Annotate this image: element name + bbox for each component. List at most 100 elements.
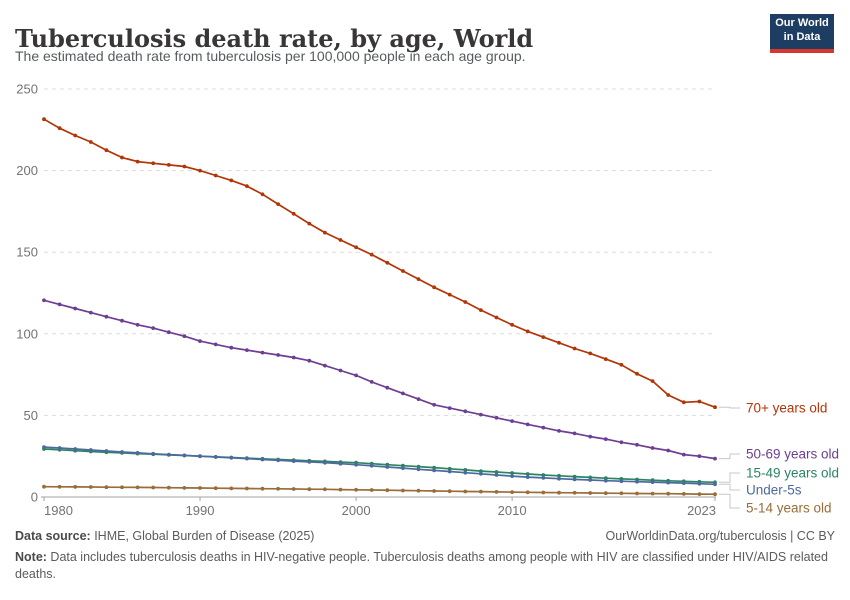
data-point (57, 484, 62, 489)
data-point (307, 460, 312, 464)
series-70-years-old: 70+ years old (42, 117, 827, 416)
data-point (572, 431, 577, 436)
data-point (260, 486, 265, 491)
data-point (416, 397, 421, 401)
data-point (697, 492, 702, 496)
data-point (323, 363, 327, 368)
data-point (323, 487, 327, 492)
data-point (166, 485, 171, 490)
x-axis: 1980 1990 2000 2010 2023 (41, 496, 716, 518)
data-point (525, 472, 530, 476)
x-tick-label-2010: 2010 (498, 503, 527, 518)
data-point (635, 442, 639, 447)
data-point (42, 298, 46, 303)
data-point (198, 454, 202, 459)
data-point (557, 476, 561, 481)
data-point (510, 322, 514, 327)
data-point (510, 474, 514, 478)
data-point (557, 340, 561, 345)
data-point (182, 334, 187, 339)
data-point (57, 126, 62, 131)
series-under-5s: Under-5s (42, 445, 802, 498)
data-point (276, 458, 280, 463)
y-gridlines: 0 50 100 150 200 250 (16, 82, 714, 505)
data-point (229, 345, 234, 350)
y-tick-label-250: 250 (16, 82, 38, 97)
data-point (88, 485, 93, 489)
data-point (619, 440, 624, 445)
data-point (447, 292, 452, 297)
data-point (541, 476, 546, 480)
citation-link[interactable]: OurWorldinData.org/tuberculosis | CC BY (605, 529, 836, 543)
data-point (572, 490, 577, 495)
data-point (198, 486, 202, 490)
data-point (307, 487, 312, 492)
data-point (432, 285, 436, 290)
data-point (588, 478, 593, 482)
data-point (572, 346, 577, 351)
data-point (120, 485, 124, 490)
data-point (135, 485, 140, 490)
series-50-69-years-old: 50-69 years old (42, 298, 839, 462)
data-point (338, 487, 343, 492)
data-point (603, 491, 608, 496)
data-point (57, 302, 62, 307)
series-line-50-69-years-old (43, 299, 716, 460)
data-point (603, 437, 608, 441)
series-end-label-70-years-old: 70+ years old (746, 401, 827, 416)
data-point (276, 353, 280, 357)
data-point (650, 446, 655, 450)
data-point (619, 362, 624, 367)
data-point (557, 473, 561, 478)
data-point (229, 486, 234, 491)
series-5-14-years-old: 5-14 years old (42, 484, 832, 516)
data-point (198, 168, 202, 173)
data-point (135, 451, 140, 455)
data-point (291, 355, 296, 360)
data-point (416, 277, 421, 281)
data-point (151, 451, 156, 456)
data-point (494, 490, 499, 494)
data-point (104, 485, 109, 490)
data-point (494, 470, 499, 474)
data-point (635, 371, 639, 376)
data-point (42, 445, 46, 449)
data-point (338, 461, 343, 466)
series-end-label-5-14-years-old: 5-14 years old (746, 501, 832, 516)
owid-logo[interactable]: Our World in Data (770, 14, 834, 53)
data-point (42, 484, 46, 489)
data-point (713, 482, 717, 487)
data-point (401, 269, 405, 273)
data-point (323, 230, 327, 235)
data-point (447, 406, 452, 410)
data-point (354, 373, 358, 378)
data-point (635, 479, 639, 484)
data-point (88, 448, 93, 452)
data-point (166, 330, 171, 335)
data-point (510, 490, 514, 494)
data-point (120, 318, 124, 323)
data-point (603, 357, 608, 361)
data-point (245, 348, 249, 352)
data-point (432, 489, 436, 493)
data-point (276, 202, 280, 207)
data-point (447, 489, 452, 494)
data-point (245, 184, 249, 189)
data-point (182, 453, 187, 458)
data-source: Data source: IHME, Global Burden of Dise… (15, 529, 314, 543)
data-point (354, 245, 358, 250)
data-point (385, 385, 390, 390)
x-tick-label-2000: 2000 (342, 503, 371, 518)
data-point (307, 358, 312, 363)
data-point (213, 342, 218, 347)
data-point (73, 447, 78, 451)
data-point (198, 339, 202, 343)
data-point (588, 351, 593, 356)
series-end-label-50-69-years-old: 50-69 years old (746, 447, 839, 462)
label-connector-50-69-years-old (719, 453, 740, 460)
data-point (213, 173, 218, 178)
data-point (323, 460, 327, 465)
data-point (182, 164, 187, 169)
data-point (479, 469, 483, 473)
